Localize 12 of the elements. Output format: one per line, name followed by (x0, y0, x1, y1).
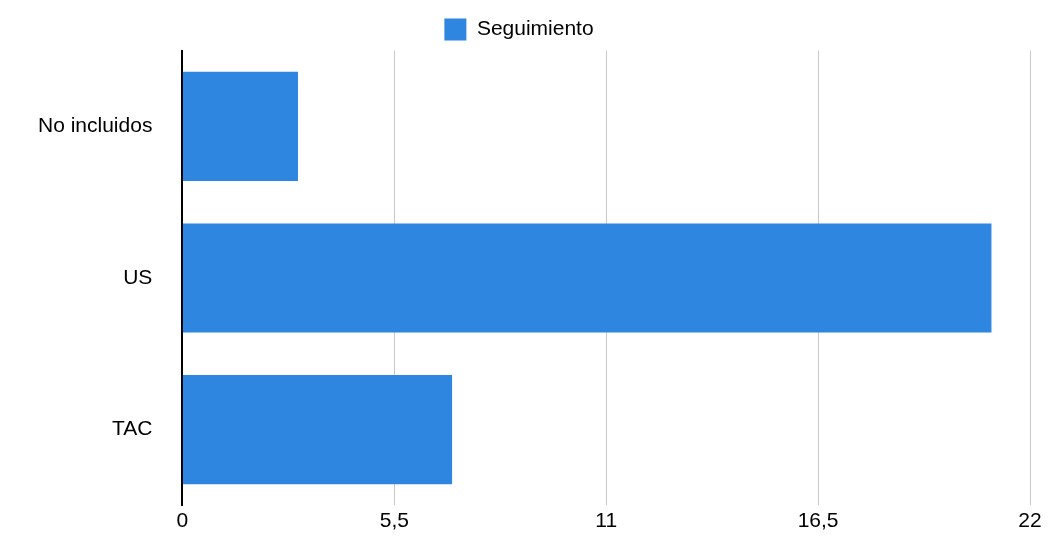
x-tick-label: 22 (1018, 507, 1042, 531)
x-tick-label: 0 (176, 507, 189, 531)
x-tick-label: 16,5 (797, 507, 839, 531)
y-tick-label: No incluidos (37, 113, 153, 137)
y-tick-label: TAC (111, 416, 153, 440)
legend-label: Seguimiento (476, 16, 594, 40)
x-tick-label: 5,5 (379, 507, 409, 531)
bar (182, 375, 453, 485)
bar (182, 223, 992, 333)
y-tick-label: US (123, 264, 153, 288)
x-tick-label: 11 (595, 507, 618, 531)
bar (182, 71, 298, 181)
